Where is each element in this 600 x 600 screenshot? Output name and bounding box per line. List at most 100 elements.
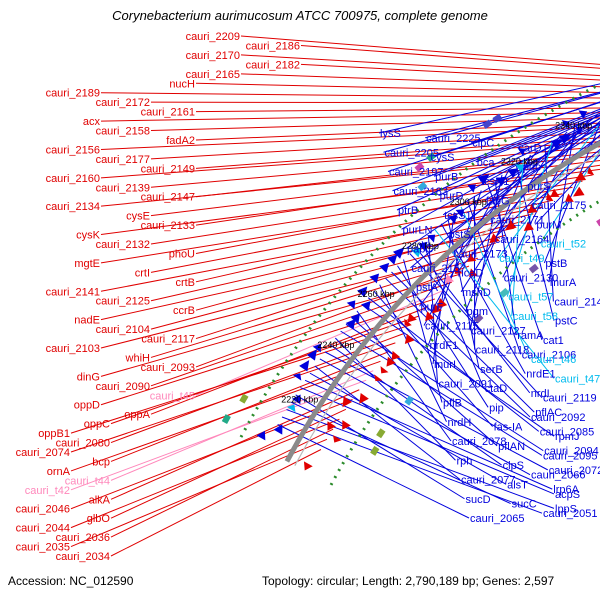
label-connector-line — [240, 54, 600, 77]
right-gene-label: ctaD — [485, 383, 508, 395]
right-gene-label: cauri_2066 — [531, 470, 585, 482]
reverse-gene-arrow — [546, 192, 554, 201]
forward-gene-arrow — [455, 209, 465, 218]
right-gene-label: purF — [421, 301, 444, 313]
right-gene-label: bca — [477, 157, 496, 169]
left-gene-label: cauri_2177 — [96, 154, 150, 166]
right-gene-label: cauri_t46 — [531, 354, 576, 366]
label-connector-line — [100, 92, 600, 99]
right-gene-label: cauri_2119 — [543, 393, 597, 405]
right-gene-label: nrdH — [448, 417, 472, 429]
label-connector-line — [150, 174, 593, 245]
left-gene-label: cauri_2189 — [46, 88, 100, 100]
right-gene-label: cauri_2127 — [471, 325, 525, 337]
right-gene-label: lysS — [380, 128, 401, 140]
reverse-gene-arrow — [489, 233, 500, 244]
forward-gene-arrow — [392, 247, 405, 259]
right-gene-label: purB — [435, 171, 458, 183]
label-connector-line — [100, 155, 600, 207]
left-gene-label: cauri_t44 — [65, 475, 110, 487]
right-gene-label: fas-IA — [494, 422, 523, 434]
left-gene-label: cauri_2161 — [141, 107, 195, 119]
cog-category-box — [528, 263, 539, 274]
left-gene-label: cauri_2147 — [141, 192, 195, 204]
label-connector-line — [70, 324, 411, 434]
label-connector-line — [447, 217, 480, 369]
label-connector-line — [304, 379, 553, 490]
left-gene-label: cauri_2170 — [186, 50, 240, 62]
reverse-gene-arrow — [332, 435, 342, 443]
left-gene-label: mgtE — [74, 258, 100, 270]
forward-gene-arrow — [286, 404, 296, 413]
left-gene-label: cauri_2209 — [186, 31, 240, 43]
right-gene-label: fabG — [486, 195, 510, 207]
label-connector-line — [195, 265, 470, 368]
reverse-gene-arrow — [550, 188, 560, 197]
left-gene-label: cauri_2156 — [46, 144, 100, 156]
label-connector-line — [497, 122, 600, 259]
forward-gene-arrow — [495, 176, 507, 187]
label-connector-line — [409, 253, 543, 399]
forward-gene-arrow — [273, 424, 283, 435]
label-connector-line — [70, 342, 396, 453]
right-gene-label: cauri_2225 — [426, 133, 480, 145]
right-gene-label: sucD — [466, 494, 491, 506]
label-connector-line — [150, 234, 506, 330]
forward-gene-arrow — [291, 394, 301, 405]
label-connector-line — [469, 174, 503, 331]
reverse-gene-arrow — [436, 298, 448, 310]
right-gene-label: cauri_2157 — [412, 263, 466, 275]
right-gene-label: acpS — [555, 489, 580, 501]
cog-category-box — [499, 287, 510, 298]
kbp-tick-label: 2260 kbp — [358, 289, 395, 299]
label-connector-line — [362, 303, 555, 437]
left-gene-label: cauri_2036 — [56, 532, 110, 544]
forward-gene-arrow — [379, 262, 390, 273]
left-gene-label: oppA — [124, 409, 150, 421]
label-connector-line — [548, 127, 576, 283]
left-gene-label: crtI — [135, 267, 150, 279]
label-connector-line — [195, 107, 600, 113]
reverse-gene-arrow — [444, 274, 455, 284]
forward-gene-arrow — [578, 110, 588, 120]
right-gene-label: cat1 — [543, 335, 564, 347]
left-gene-label: cysK — [76, 230, 101, 242]
label-connector-line — [521, 128, 600, 168]
right-gene-label: ptrB — [398, 205, 418, 217]
label-connector-line — [300, 44, 600, 69]
right-gene-label: cauri_2094 — [544, 446, 598, 458]
left-gene-label: cauri_2125 — [96, 296, 150, 308]
reverse-gene-arrow — [527, 203, 538, 214]
left-gene-label: cauri_2182 — [246, 59, 300, 71]
reverse-gene-arrow — [469, 268, 478, 277]
forward-gene-arrow — [350, 313, 360, 324]
kbp-tick-label: 2220 kbp — [281, 394, 318, 404]
cog-category-box — [482, 119, 493, 130]
reverse-gene-arrow — [425, 311, 435, 321]
left-gene-label: cauri_2134 — [46, 201, 100, 213]
left-gene-label: alkA — [89, 494, 111, 506]
reverse-gene-arrow — [505, 219, 517, 231]
right-gene-label: cauri_2175 — [532, 200, 586, 212]
right-gene-label: cauri_2051 — [543, 508, 597, 520]
right-gene-label: cauri_2095 — [543, 450, 597, 462]
label-connector-line — [195, 122, 600, 141]
label-connector-line — [475, 112, 600, 163]
right-gene-label: cauri_2077 — [461, 475, 515, 487]
forward-gene-arrow — [411, 247, 422, 258]
forward-gene-arrow — [306, 349, 317, 361]
label-connector-line — [345, 323, 544, 452]
cog-category-box — [376, 428, 386, 439]
label-connector-line — [517, 115, 600, 148]
label-connector-line — [530, 148, 600, 206]
kbp-tick-label: 2340 kbp — [555, 121, 592, 131]
label-connector-line — [351, 317, 498, 447]
label-connector-line — [424, 91, 600, 139]
right-gene-label: clpS — [503, 460, 524, 472]
right-gene-label: ramA — [517, 330, 544, 342]
right-gene-label: cauri_2091 — [439, 378, 493, 390]
cog-category-box — [370, 445, 380, 456]
reverse-gene-arrow — [391, 350, 401, 361]
label-connector-line — [378, 83, 600, 134]
